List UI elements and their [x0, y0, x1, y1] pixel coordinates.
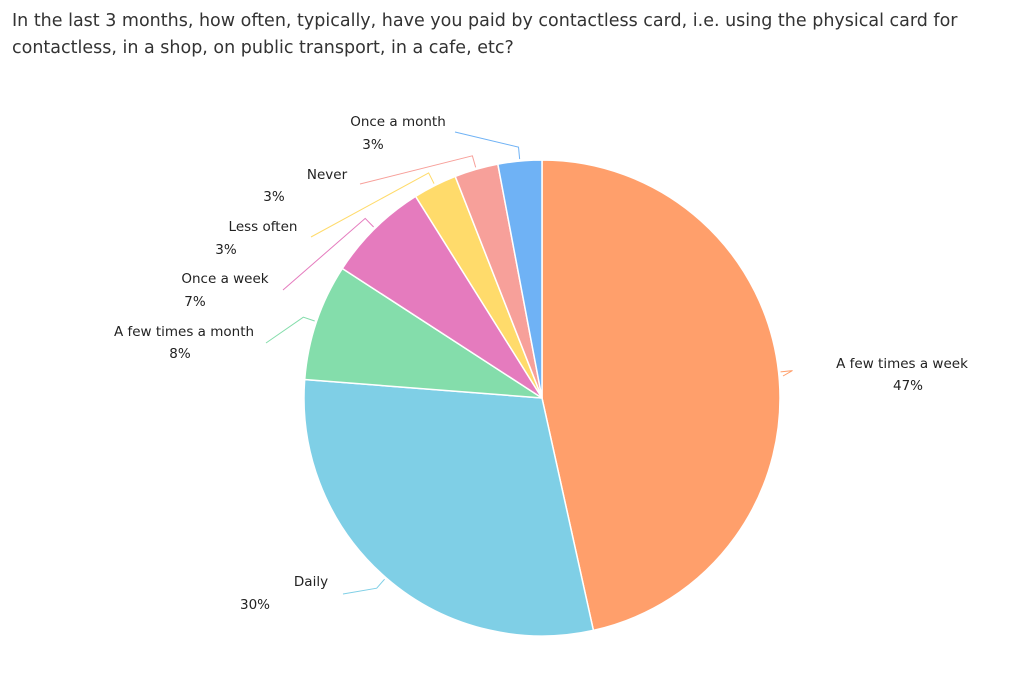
slice-value-label: 3% — [215, 242, 237, 258]
slice-value-label: 30% — [240, 597, 270, 613]
leader-line — [454, 131, 521, 160]
leader-line — [310, 172, 435, 238]
leader-line — [282, 217, 374, 291]
slice-label: A few times a month — [114, 324, 254, 340]
pie-slice — [541, 159, 781, 632]
leader-line — [780, 370, 793, 377]
slice-label: Daily — [294, 574, 328, 590]
slice-value-label: 7% — [184, 294, 206, 310]
slice-value-label: 3% — [263, 189, 285, 205]
slice-value-label: 3% — [362, 137, 384, 153]
pie-slice — [303, 267, 543, 399]
pie-slice — [496, 159, 543, 399]
leader-line — [342, 578, 385, 595]
slice-value-label: 47% — [893, 378, 923, 394]
chart-title: In the last 3 months, how often, typical… — [12, 11, 958, 58]
slice-label: A few times a week — [836, 356, 968, 372]
slice-value-label: 8% — [169, 346, 191, 362]
pie-slice — [341, 195, 543, 399]
leader-line — [265, 316, 315, 344]
slice-label: Never — [307, 167, 348, 183]
slice-label: Once a month — [350, 114, 446, 130]
slice-label: Once a week — [181, 271, 268, 287]
pie-slice — [303, 378, 595, 637]
slice-label: Less often — [229, 219, 298, 235]
leader-line — [359, 155, 477, 185]
